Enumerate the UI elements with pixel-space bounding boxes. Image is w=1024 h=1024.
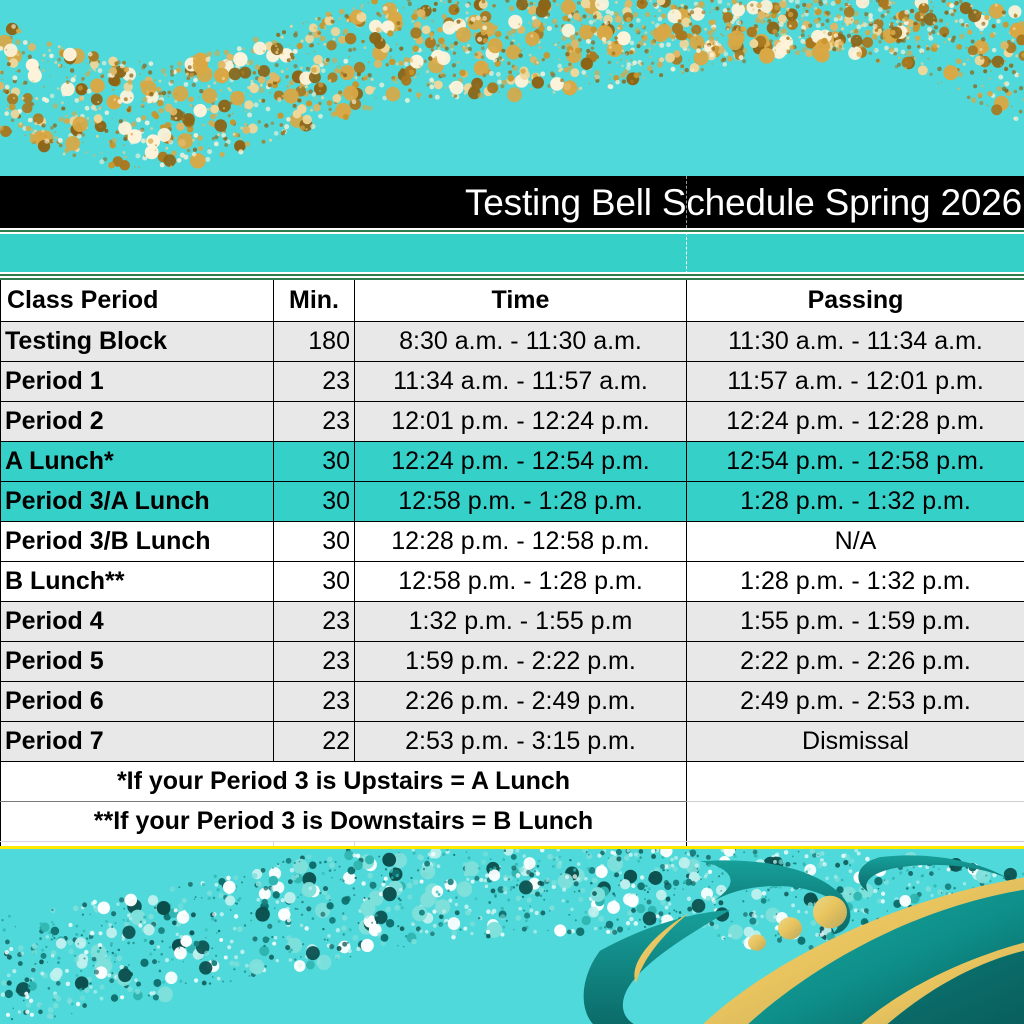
footnote-row-b: **If your Period 3 is Downstairs = B Lun…	[0, 800, 1024, 842]
table-row: Period 3/B Lunch 30 12:28 p.m. - 12:58 p.m…	[0, 520, 1024, 562]
cell-minutes: 22	[273, 720, 355, 762]
cell-time: 8:30 a.m. - 11:30 a.m.	[354, 320, 687, 362]
cell-class-period: Period 2	[0, 400, 274, 442]
table-footnotes: *If your Period 3 is Upstairs = A Lunch …	[0, 760, 1024, 882]
footnote-row-a: *If your Period 3 is Upstairs = A Lunch	[0, 760, 1024, 802]
cell-passing: 11:30 a.m. - 11:34 a.m.	[686, 320, 1024, 362]
bottom-decorative-banner	[0, 846, 1024, 1024]
page-title: Testing Bell Schedule Spring 2026	[465, 181, 1022, 223]
cell-class-period: Period 5	[0, 640, 274, 682]
table-header-row: Class Period Min. Time Passing	[0, 278, 1024, 322]
cell-time: 12:28 p.m. - 12:58 p.m.	[354, 520, 687, 562]
cell-time: 11:34 a.m. - 11:57 a.m.	[354, 360, 687, 402]
cell-time: 2:53 p.m. - 3:15 p.m.	[354, 720, 687, 762]
cell-passing: N/A	[686, 520, 1024, 562]
cell-minutes: 23	[273, 680, 355, 722]
table-row: Period 3/A Lunch 30 12:58 p.m. - 1:28 p.m.…	[0, 480, 1024, 522]
column-header-class-period: Class Period	[0, 278, 274, 322]
cell-passing: 12:54 p.m. - 12:58 p.m.	[686, 440, 1024, 482]
cell-passing: 2:22 p.m. - 2:26 p.m.	[686, 640, 1024, 682]
table-body: Testing Block 180 8:30 a.m. - 11:30 a.m. 11…	[0, 320, 1024, 762]
top-decorative-banner	[0, 0, 1024, 176]
footnote-b-blank-cell	[686, 800, 1024, 842]
column-header-min: Min.	[273, 278, 355, 322]
cell-class-period: Testing Block	[0, 320, 274, 362]
teal-band-column-divider	[686, 232, 687, 274]
cell-minutes: 30	[273, 440, 355, 482]
cell-class-period: Period 7	[0, 720, 274, 762]
schedule-table-container: Class Period Min. Time Passing Testing B…	[0, 278, 1024, 882]
cell-class-period: Period 1	[0, 360, 274, 402]
column-header-time: Time	[354, 278, 687, 322]
footnote-b-lunch: **If your Period 3 is Downstairs = B Lun…	[0, 800, 687, 842]
table-row: Period 6 23 2:26 p.m. - 2:49 p.m. 2:49 p.m.…	[0, 680, 1024, 722]
cell-time: 12:24 p.m. - 12:54 p.m.	[354, 440, 687, 482]
cell-class-period: Period 4	[0, 600, 274, 642]
cell-time: 2:26 p.m. - 2:49 p.m.	[354, 680, 687, 722]
cell-class-period: Period 6	[0, 680, 274, 722]
column-header-passing: Passing	[686, 278, 1024, 322]
footnote-a-lunch: *If your Period 3 is Upstairs = A Lunch	[0, 760, 687, 802]
cell-minutes: 30	[273, 560, 355, 602]
footnote-a-blank-cell	[686, 760, 1024, 802]
cell-passing: 12:24 p.m. - 12:28 p.m.	[686, 400, 1024, 442]
cell-class-period: Period 3/A Lunch	[0, 480, 274, 522]
cell-minutes: 23	[273, 600, 355, 642]
cell-minutes: 23	[273, 360, 355, 402]
cell-time: 12:01 p.m. - 12:24 p.m.	[354, 400, 687, 442]
cell-time: 1:32 p.m. - 1:55 p.m	[354, 600, 687, 642]
table-row: A Lunch* 30 12:24 p.m. - 12:54 p.m. 12:54 p…	[0, 440, 1024, 482]
table-row: Period 2 23 12:01 p.m. - 12:24 p.m. 12:24 p…	[0, 400, 1024, 442]
cell-passing: 1:28 p.m. - 1:32 p.m.	[686, 560, 1024, 602]
cell-minutes: 23	[273, 400, 355, 442]
cell-class-period: B Lunch**	[0, 560, 274, 602]
bottom-swirl-graphic	[0, 849, 1024, 1024]
cell-passing: Dismissal	[686, 720, 1024, 762]
table-row: Period 7 22 2:53 p.m. - 3:15 p.m. Dismissal	[0, 720, 1024, 762]
bell-schedule-table: Class Period Min. Time Passing Testing B…	[0, 278, 1024, 882]
cell-minutes: 180	[273, 320, 355, 362]
title-column-divider	[686, 176, 687, 228]
cell-passing: 2:49 p.m. - 2:53 p.m.	[686, 680, 1024, 722]
table-row: Testing Block 180 8:30 a.m. - 11:30 a.m. 11…	[0, 320, 1024, 362]
table-row: Period 1 23 11:34 a.m. - 11:57 a.m. 11:57 a…	[0, 360, 1024, 402]
cell-passing: 11:57 a.m. - 12:01 p.m.	[686, 360, 1024, 402]
cell-class-period: Period 3/B Lunch	[0, 520, 274, 562]
gold-confetti-graphic	[0, 0, 1024, 171]
table-row: Period 5 23 1:59 p.m. - 2:22 p.m. 2:22 p.m.…	[0, 640, 1024, 682]
cell-time: 12:58 p.m. - 1:28 p.m.	[354, 480, 687, 522]
cell-time: 12:58 p.m. - 1:28 p.m.	[354, 560, 687, 602]
cell-minutes: 30	[273, 480, 355, 522]
cell-class-period: A Lunch*	[0, 440, 274, 482]
cell-time: 1:59 p.m. - 2:22 p.m.	[354, 640, 687, 682]
cell-passing: 1:55 p.m. - 1:59 p.m.	[686, 600, 1024, 642]
table-row: Period 4 23 1:32 p.m. - 1:55 p.m 1:55 p.m. …	[0, 600, 1024, 642]
cell-passing: 1:28 p.m. - 1:32 p.m.	[686, 480, 1024, 522]
title-bar: Testing Bell Schedule Spring 2026	[0, 176, 1024, 228]
cell-minutes: 23	[273, 640, 355, 682]
teal-subtitle-band	[0, 230, 1024, 276]
table-row: B Lunch** 30 12:58 p.m. - 1:28 p.m. 1:28 p.…	[0, 560, 1024, 602]
cell-minutes: 30	[273, 520, 355, 562]
